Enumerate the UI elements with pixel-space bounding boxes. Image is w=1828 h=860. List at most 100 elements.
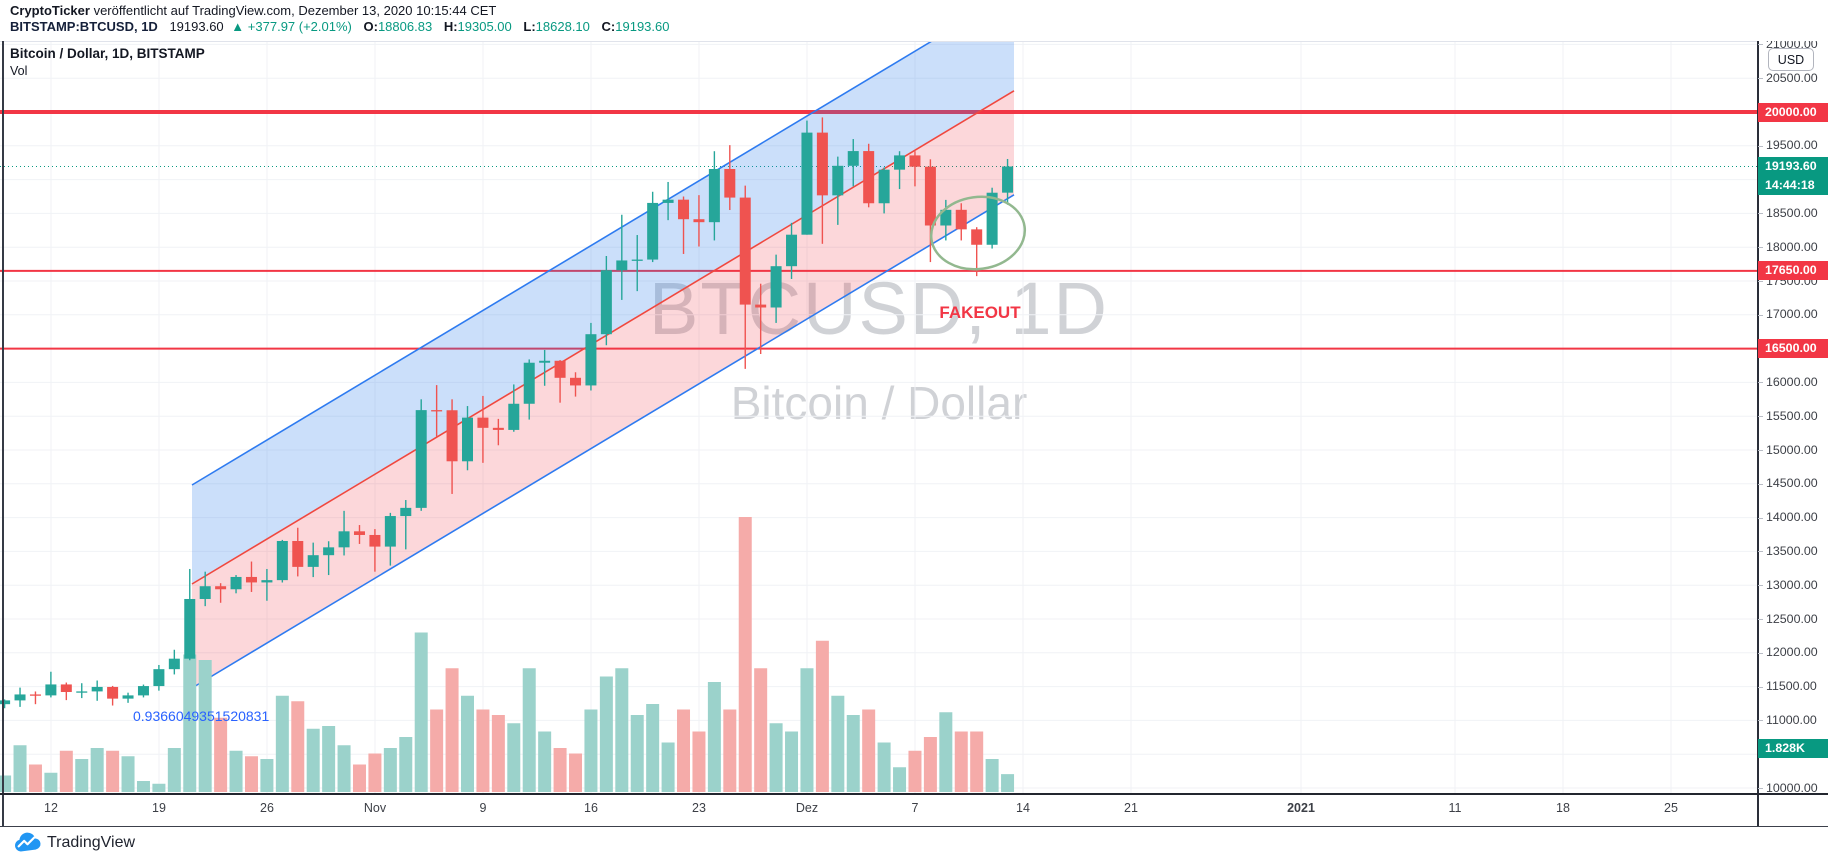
candle-body-okt-27[interactable] (276, 540, 288, 581)
price-chart-canvas[interactable] (0, 41, 1758, 793)
candle-body-dez-2[interactable] (832, 165, 844, 196)
candle-body-nov-30[interactable] (801, 132, 813, 235)
volume-bar (923, 737, 937, 792)
symbol-name[interactable]: BITSTAMP:BTCUSD, 1D (10, 19, 158, 34)
pane-legend: Bitcoin / Dollar, 1D, BITSTAMP Vol (10, 46, 205, 78)
candle-body-dez-9[interactable] (940, 209, 952, 226)
candle-body-okt-13[interactable] (60, 684, 72, 693)
candle-body-dez-6[interactable] (894, 155, 906, 170)
candle-body-okt-19[interactable] (153, 669, 165, 687)
price-axis[interactable]: USD 21000.0020500.0020000.0019500.001900… (1758, 41, 1828, 826)
candle-body-nov-6[interactable] (431, 410, 443, 412)
channel-median-line[interactable] (191, 90, 1015, 585)
channel-lower-fill[interactable] (192, 90, 1014, 689)
fakeout-annotation[interactable]: FAKEOUT (939, 303, 1021, 322)
candle-body-okt-26[interactable] (261, 580, 273, 583)
candle-body-nov-16[interactable] (585, 334, 597, 386)
highlight-ellipse[interactable] (926, 191, 1029, 275)
candle-body-okt-17[interactable] (122, 695, 134, 699)
candle-body-okt-15[interactable] (91, 686, 103, 692)
candle-body-nov-26[interactable] (739, 197, 751, 305)
candle-body-okt-21[interactable] (184, 598, 196, 659)
candle-body-nov-5[interactable] (415, 410, 427, 508)
candle-body-nov-7[interactable] (446, 410, 458, 462)
candle-body-dez-7[interactable] (909, 155, 921, 167)
candle-body-okt-10[interactable] (14, 694, 26, 701)
candle-body-dez-8[interactable] (924, 166, 936, 226)
channel-top-line[interactable] (191, 41, 933, 486)
price-axis-label: 20500.00 (1766, 70, 1818, 85)
axis-tick (1758, 517, 1763, 519)
time-axis[interactable]: 12 19 26 Nov 9 16 23 Dez 7 14 21 2021 11 18 25 (0, 793, 1758, 826)
fib-level-label[interactable]: 0.9366049351520831 (133, 708, 270, 724)
candle-body-okt-14[interactable] (76, 691, 88, 693)
byline-text: veröffentlicht auf TradingView.com, Deze… (89, 3, 497, 18)
candle-body-okt-24[interactable] (230, 576, 242, 590)
candle-body-okt-31[interactable] (338, 531, 350, 548)
candle-body-nov-13[interactable] (539, 360, 551, 363)
candle-body-okt-18[interactable] (137, 686, 149, 696)
candle-body-nov-23[interactable] (693, 219, 705, 223)
open-label: O: (363, 19, 378, 34)
candle-body-nov-19[interactable] (631, 259, 643, 261)
candle-body-nov-4[interactable] (400, 507, 412, 517)
candle-body-dez-3[interactable] (847, 151, 859, 166)
candle-body-okt-23[interactable] (215, 586, 227, 590)
candle-body-nov-24[interactable] (708, 168, 720, 223)
axis-tick (1758, 382, 1763, 384)
candle-body-okt-20[interactable] (168, 658, 180, 670)
axis-tick (1758, 788, 1763, 789)
volume-bar (198, 660, 212, 792)
candle-body-okt-11[interactable] (29, 694, 41, 696)
candle-body-nov-21[interactable] (662, 199, 674, 203)
currency-unit-button[interactable]: USD (1768, 48, 1814, 71)
candle-body-okt-29[interactable] (307, 555, 319, 567)
candle-body-dez-4[interactable] (863, 151, 875, 204)
candle-body-nov-10[interactable] (492, 427, 504, 430)
price-axis-separator[interactable] (1757, 41, 1759, 826)
volume-bar (491, 715, 505, 792)
legend-volume-indicator[interactable]: Vol (10, 64, 28, 78)
candle-body-nov-2[interactable] (369, 534, 381, 547)
candle-body-nov-9[interactable] (477, 417, 489, 428)
candle-body-dez-12[interactable] (986, 192, 998, 245)
candle-body-okt-30[interactable] (323, 547, 335, 556)
candle-body-okt-28[interactable] (292, 540, 304, 567)
candle-body-dez-5[interactable] (878, 169, 890, 204)
volume-bar (0, 775, 12, 792)
candle-body-nov-8[interactable] (462, 417, 473, 462)
candle-body-okt-22[interactable] (199, 586, 211, 599)
volume-bar (183, 654, 197, 792)
candle-body-nov-28[interactable] (770, 266, 782, 308)
candle-body-nov-3[interactable] (384, 516, 396, 547)
candle-body-okt-16[interactable] (107, 686, 119, 699)
candle-body-dez-11[interactable] (971, 229, 983, 245)
candle-body-nov-17[interactable] (600, 270, 612, 335)
symbol-info-row: BITSTAMP:BTCUSD, 1D 19193.60 ▲ +377.97 (… (10, 19, 669, 35)
axis-tick (1758, 720, 1763, 722)
candle-body-nov-15[interactable] (570, 377, 582, 386)
candle-body-dez-13[interactable] (1002, 166, 1014, 193)
tradingview-logo[interactable]: TradingView (14, 832, 135, 854)
candle-body-nov-20[interactable] (647, 202, 659, 260)
candle-body-dez-10[interactable] (955, 209, 967, 230)
candle-body-okt-9[interactable] (0, 700, 11, 705)
candle-body-nov-27[interactable] (755, 304, 767, 308)
time-axis-label-12: 12 (44, 801, 58, 815)
candle-body-okt-12[interactable] (45, 684, 57, 696)
axis-tick (1758, 78, 1763, 80)
legend-symbol-title[interactable]: Bitcoin / Dollar, 1D, BITSTAMP (10, 46, 205, 61)
candle-body-nov-12[interactable] (523, 362, 535, 404)
candle-body-dez-1[interactable] (816, 132, 828, 196)
candle-body-nov-25[interactable] (724, 168, 736, 198)
candle-body-nov-14[interactable] (554, 360, 566, 378)
channel-bottom-line[interactable] (191, 194, 1015, 689)
volume-bar (121, 756, 135, 792)
candle-body-nov-11[interactable] (508, 403, 520, 430)
candle-body-nov-1[interactable] (353, 531, 365, 535)
candle-body-nov-22[interactable] (678, 199, 690, 220)
candle-body-nov-29[interactable] (786, 234, 798, 267)
candle-body-okt-25[interactable] (245, 576, 257, 583)
candle-body-nov-18[interactable] (616, 260, 628, 271)
volume-bar (584, 709, 598, 792)
